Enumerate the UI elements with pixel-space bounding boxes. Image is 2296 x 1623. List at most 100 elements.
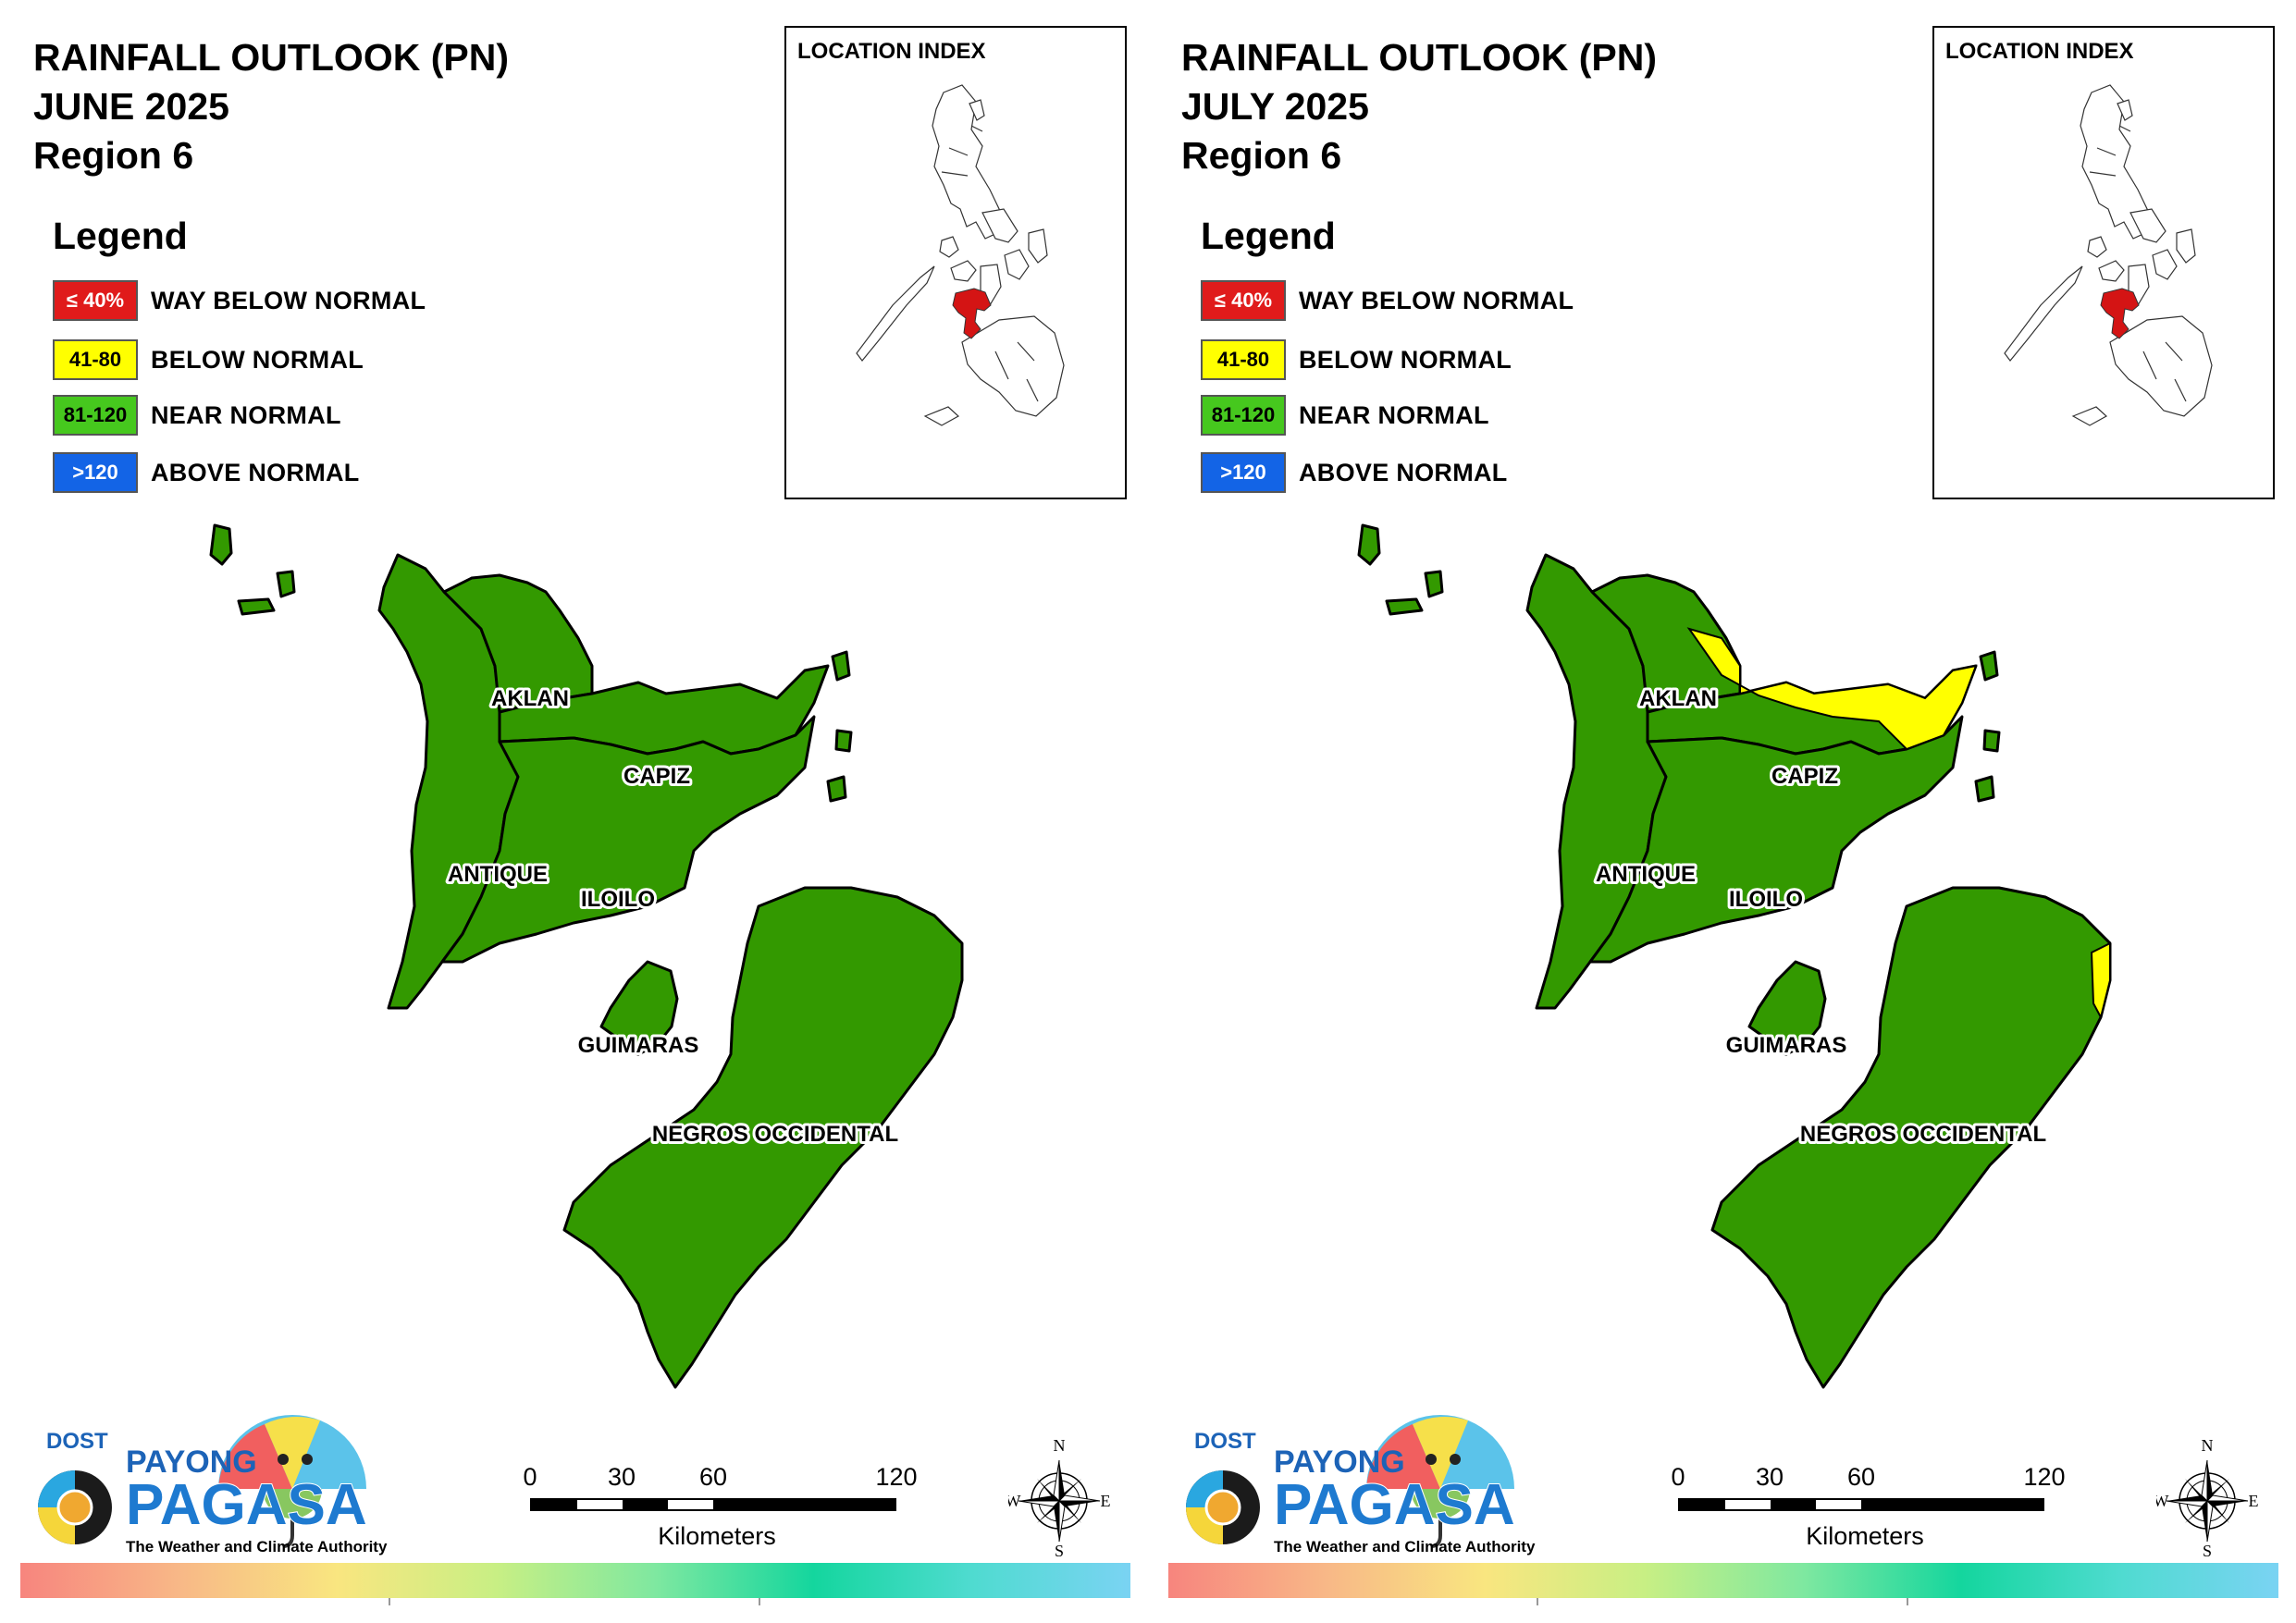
scale-tick-120: 120 [2023, 1463, 2066, 1491]
inset-title: LOCATION INDEX [1945, 39, 2134, 64]
label-aklan: AKLAN [1639, 686, 1717, 711]
title-line-2: JULY 2025 [1181, 85, 1369, 128]
location-index-inset: LOCATION INDEX [784, 26, 1127, 499]
legend-swatch: 81-120 [53, 395, 138, 436]
label-guimaras: GUIMARAS [1726, 1033, 1847, 1058]
legend-swatch: >120 [1201, 452, 1286, 493]
outlook-panel: RAINFALL OUTLOOK (PN) JULY 2025 Region 6… [1148, 0, 2296, 1623]
compass-e: E [1101, 1492, 1111, 1510]
logo-tagline: The Weather and Climate Authority [126, 1538, 388, 1555]
footer-tick [759, 1598, 760, 1605]
legend-swatch: 81-120 [1201, 395, 1286, 436]
province-iloilo [440, 715, 816, 964]
scale-tick-60: 60 [698, 1463, 728, 1491]
legend-item-way-below-normal: ≤ 40% WAY BELOW NORMAL [53, 279, 426, 322]
scale-bar: 0 30 60 120 Kilometers [1671, 1463, 2065, 1550]
outlook-panel: RAINFALL OUTLOOK (PN) JUNE 2025 Region 6… [20, 26, 1130, 1605]
compass-rose-icon: N S E W [2156, 1438, 2258, 1558]
region6-highlight [952, 288, 992, 339]
region6-rainfall-map: AKLAN CAPIZ ANTIQUE ILOILO GUIMARAS NEGR… [1357, 523, 2112, 1389]
payong-pagasa-logo: DOST PAYONG PAGASA The Weather and Clima… [38, 1415, 388, 1555]
label-iloilo: ILOILO [581, 887, 655, 912]
label-antique: ANTIQUE [1596, 862, 1696, 887]
scale-tick-0: 0 [1671, 1463, 1685, 1491]
legend-swatch: 41-80 [1201, 339, 1286, 380]
region6-rainfall-map: AKLAN CAPIZ ANTIQUE ILOILO GUIMARAS NEGR… [209, 523, 964, 1389]
label-capiz: CAPIZ [623, 764, 690, 789]
legend-swatch: ≤ 40% [1201, 280, 1286, 321]
label-capiz: CAPIZ [1771, 764, 1838, 789]
logo-dost: DOST [46, 1429, 108, 1454]
province-guimaras [599, 960, 679, 1056]
logo-dost: DOST [1194, 1429, 1256, 1454]
label-negros-occidental: NEGROS OCCIDENTAL [652, 1122, 898, 1147]
label-iloilo: ILOILO [1729, 887, 1803, 912]
scale-tick-30: 30 [1755, 1463, 1784, 1491]
logo-tagline: The Weather and Climate Authority [1274, 1538, 1536, 1555]
legend-label: BELOW NORMAL [151, 345, 364, 374]
compass-n: N [1054, 1438, 1066, 1455]
title-line-1: RAINFALL OUTLOOK (PN) [33, 36, 509, 79]
province-negros-occidental [562, 886, 964, 1389]
payong-pagasa-logo: DOST PAYONG PAGASA The Weather and Clima… [1186, 1415, 1536, 1555]
scale-unit: Kilometers [1806, 1522, 1924, 1550]
scale-tick-120: 120 [875, 1463, 918, 1491]
title-line-3: Region 6 [33, 134, 194, 177]
region6-highlight [2100, 288, 2140, 339]
scale-tick-60: 60 [1846, 1463, 1876, 1491]
legend-label: ABOVE NORMAL [1299, 458, 1508, 486]
scale-tick-0: 0 [523, 1463, 537, 1491]
legend-label: ABOVE NORMAL [151, 458, 360, 486]
label-guimaras: GUIMARAS [578, 1033, 699, 1058]
title-line-1: RAINFALL OUTLOOK (PN) [1181, 36, 1657, 79]
title-line-3: Region 6 [1181, 134, 1342, 177]
footer-tick [1907, 1598, 1908, 1605]
scale-bar-graphic [530, 1498, 896, 1511]
title-line-2: JUNE 2025 [33, 85, 229, 128]
scale-bar-graphic [1678, 1498, 2044, 1511]
legend-label: WAY BELOW NORMAL [1299, 286, 1574, 314]
scale-tick-30: 30 [607, 1463, 636, 1491]
province-aklan [442, 573, 594, 714]
province-guimaras [1747, 960, 1827, 1056]
legend-item-above-normal: >120 ABOVE NORMAL [53, 451, 360, 494]
legend-swatch: 41-80 [53, 339, 138, 380]
scale-bar: 0 30 60 120 Kilometers [523, 1463, 917, 1550]
legend-title: Legend [1201, 215, 1336, 257]
compass-s: S [2203, 1542, 2212, 1558]
below-normal-overlay [1686, 627, 2111, 1020]
compass-n: N [2202, 1438, 2214, 1455]
compass-rose-icon: N S E W [1008, 1438, 1110, 1558]
legend-swatch: ≤ 40% [53, 280, 138, 321]
legend-item-below-normal: 41-80 BELOW NORMAL [53, 338, 364, 381]
map-title: RAINFALL OUTLOOK (PN) JULY 2025 Region 6 [1181, 33, 1657, 180]
compass-w: W [2156, 1492, 2169, 1510]
label-negros-occidental: NEGROS OCCIDENTAL [1800, 1122, 2046, 1147]
logo-payong: PAYONG [126, 1445, 257, 1480]
legend-label: BELOW NORMAL [1299, 345, 1512, 374]
philippines-outline-map [2004, 84, 2213, 426]
label-antique: ANTIQUE [448, 862, 548, 887]
compass-w: W [1008, 1492, 1021, 1510]
legend-label: WAY BELOW NORMAL [151, 286, 426, 314]
inset-title: LOCATION INDEX [797, 39, 986, 64]
footer-tick [389, 1598, 390, 1605]
location-index-inset: LOCATION INDEX [1932, 26, 2275, 499]
legend-item-below-normal: 41-80 BELOW NORMAL [1201, 338, 1512, 381]
footer-gradient-bar [20, 1563, 1130, 1598]
legend-item-near-normal: 81-120 NEAR NORMAL [1201, 394, 1489, 436]
philippines-outline-map [856, 84, 1065, 426]
compass-e: E [2249, 1492, 2259, 1510]
legend-label: NEAR NORMAL [151, 400, 341, 429]
scale-unit: Kilometers [658, 1522, 776, 1550]
province-iloilo [1588, 715, 1964, 964]
footer-tick [1537, 1598, 1538, 1605]
map-title: RAINFALL OUTLOOK (PN) JUNE 2025 Region 6 [33, 33, 509, 180]
compass-s: S [1055, 1542, 1064, 1558]
legend-title: Legend [53, 215, 188, 257]
logo-pagasa: PAGASA [126, 1473, 367, 1537]
legend-label: NEAR NORMAL [1299, 400, 1489, 429]
legend-item-way-below-normal: ≤ 40% WAY BELOW NORMAL [1201, 279, 1574, 322]
label-aklan: AKLAN [491, 686, 569, 711]
logo-pagasa: PAGASA [1274, 1473, 1515, 1537]
